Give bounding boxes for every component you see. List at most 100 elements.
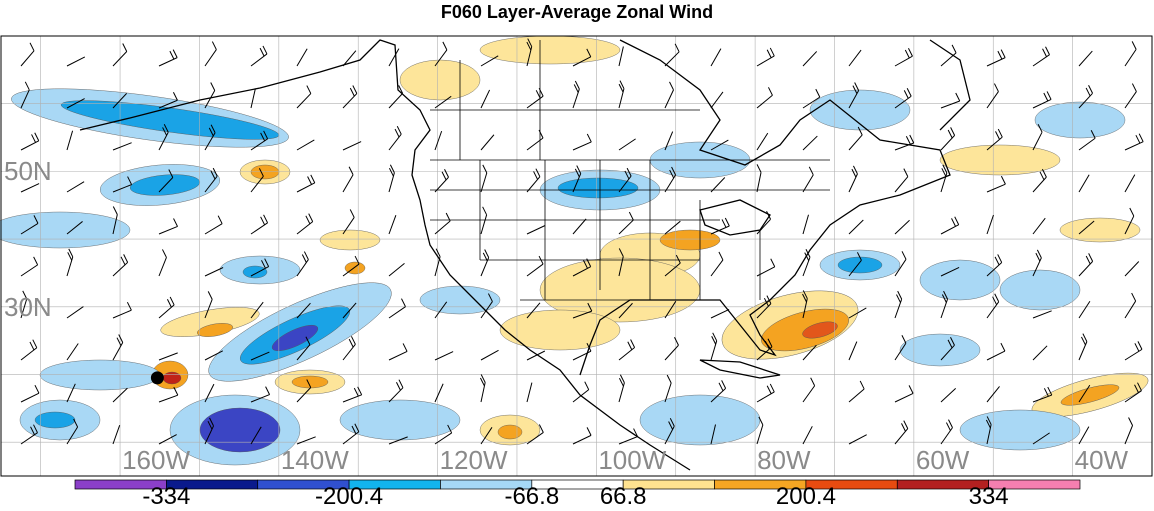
- wind-barb: [388, 306, 406, 319]
- wind-barb: [756, 266, 775, 277]
- wind-barb: [296, 48, 308, 67]
- wind-barb-flag: [1037, 123, 1043, 133]
- wind-barb-flag: [306, 85, 312, 94]
- wind-barb: [342, 217, 355, 235]
- wind-barb-flag: [308, 213, 314, 222]
- colorbar-label: 334: [968, 483, 1009, 510]
- wind-barb-flag: [954, 216, 960, 225]
- wind-barb-flag: [1000, 342, 1006, 352]
- wind-barb-flag: [718, 251, 724, 261]
- wind-barb: [158, 352, 178, 361]
- longitude-label: 120W: [439, 445, 508, 475]
- wind-barb: [618, 302, 633, 319]
- wind-barb: [204, 90, 216, 109]
- wind-barb-flag: [30, 426, 35, 435]
- wind-barb: [1078, 50, 1093, 67]
- wind-barb: [20, 183, 40, 193]
- wind-barb-flag: [34, 132, 40, 141]
- wind-barb: [986, 91, 999, 109]
- wind-barb: [1032, 345, 1048, 361]
- wind-barb-flag: [584, 381, 590, 390]
- wind-barb-flag: [305, 336, 311, 345]
- wind-shading-layer: [0, 35, 1149, 466]
- wind-barb: [756, 218, 771, 235]
- wind-barb-flag: [852, 85, 858, 94]
- wind-barb-flag: [633, 428, 639, 437]
- wind-barb: [664, 220, 681, 235]
- shading-blob: [659, 229, 721, 251]
- wind-barb-flag: [583, 260, 588, 269]
- wind-barb-flag: [396, 382, 401, 391]
- wind-barb: [480, 301, 493, 319]
- wind-barb: [940, 52, 957, 67]
- wind-barb: [296, 436, 316, 445]
- wind-barb-flag: [674, 337, 679, 346]
- wind-barb-flag: [669, 418, 675, 427]
- wind-barb-flag: [533, 171, 539, 180]
- wind-barb: [158, 257, 167, 277]
- wind-barb-flag: [955, 92, 961, 102]
- wind-barb: [710, 139, 729, 151]
- wind-barb-flag: [1047, 386, 1053, 396]
- wind-barb-flag: [441, 171, 447, 181]
- wind-barb-flag: [941, 294, 947, 303]
- colorbar-label: -200.4: [315, 483, 384, 510]
- wind-barb-flag: [1045, 46, 1050, 55]
- wind-barb: [480, 427, 493, 445]
- wind-barb-flag: [34, 384, 40, 394]
- wind-barb: [756, 132, 769, 151]
- shading-blob: [557, 177, 639, 199]
- wind-barb-flag: [166, 299, 172, 308]
- wind-barb-flag: [1138, 133, 1144, 142]
- shading-blob: [499, 309, 621, 351]
- wind-barb: [664, 131, 674, 151]
- wind-barb-flag: [402, 343, 408, 352]
- wind-barb: [710, 309, 730, 319]
- wind-barb-flag: [209, 417, 214, 427]
- wind-barb-flag: [210, 82, 216, 91]
- wind-barb: [434, 49, 448, 67]
- wind-barb: [66, 130, 74, 151]
- wind-barb: [664, 344, 679, 361]
- wind-barb-flag: [997, 50, 1003, 60]
- wind-barb-flag: [303, 251, 309, 260]
- wind-barb: [1032, 131, 1043, 151]
- wind-barb: [664, 51, 680, 67]
- wind-barb-flag: [897, 290, 903, 300]
- shading-blob: [34, 411, 76, 429]
- wind-barb: [986, 350, 1006, 361]
- wind-barb: [20, 50, 35, 67]
- wind-barb-flag: [668, 421, 674, 430]
- map-frame: [0, 35, 1153, 477]
- wind-barb-flag: [626, 167, 632, 177]
- wind-barb-flag: [756, 164, 762, 173]
- wind-barb-flag: [724, 217, 730, 227]
- wind-barb-flag: [770, 258, 776, 268]
- wind-barb: [940, 100, 960, 109]
- wind-barb: [1124, 49, 1137, 67]
- wind-barb: [756, 172, 762, 193]
- wind-barb-flag: [712, 332, 718, 342]
- wind-barb: [986, 214, 994, 235]
- wind-barb-flag: [802, 293, 807, 303]
- wind-barb: [848, 219, 864, 235]
- wind-barb-flag: [758, 416, 764, 426]
- wind-barb: [434, 351, 454, 361]
- wind-barb: [1032, 310, 1052, 319]
- coastline: [699, 359, 781, 379]
- wind-barb: [66, 221, 83, 235]
- wind-barb-flag: [352, 85, 358, 94]
- wind-barb-flag: [997, 128, 1003, 138]
- wind-barb-flag: [951, 44, 957, 54]
- wind-barb-flag: [1131, 41, 1137, 50]
- wind-barb-flag: [1085, 87, 1091, 97]
- wind-barb-flag: [586, 133, 592, 143]
- wind-barb-flag: [527, 38, 533, 47]
- wind-barb: [756, 424, 764, 445]
- wind-barb-flag: [538, 87, 544, 97]
- wind-barb-flag: [766, 49, 772, 58]
- wind-barb-flag: [1085, 255, 1091, 265]
- wind-barb: [66, 426, 79, 445]
- wind-barb-flag: [354, 423, 360, 433]
- wind-barb: [756, 94, 773, 109]
